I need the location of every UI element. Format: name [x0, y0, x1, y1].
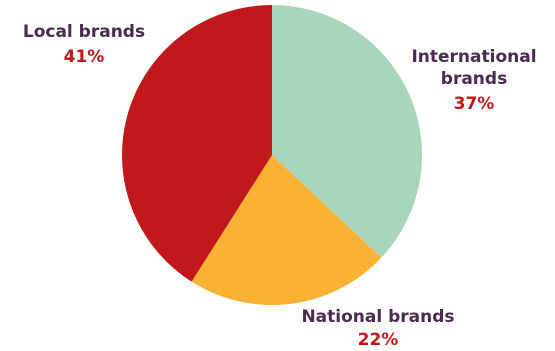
slice-international	[272, 4, 423, 258]
slice-national	[191, 155, 382, 305]
value-label-local: 41%	[64, 47, 105, 67]
label-group-local: Local brands 41%	[23, 22, 145, 67]
label-group-international: International brands 37%	[411, 47, 536, 114]
value-label-international: 37%	[454, 94, 495, 114]
label-national: National brands	[301, 307, 454, 327]
value-label-national: 22%	[358, 330, 399, 350]
label-international-line2: brands	[441, 69, 507, 89]
label-local: Local brands	[23, 22, 145, 42]
label-international-line1: International	[411, 47, 536, 67]
label-group-national: National brands 22%	[301, 307, 454, 350]
pie-slices	[122, 4, 423, 305]
slice-local	[122, 5, 272, 282]
